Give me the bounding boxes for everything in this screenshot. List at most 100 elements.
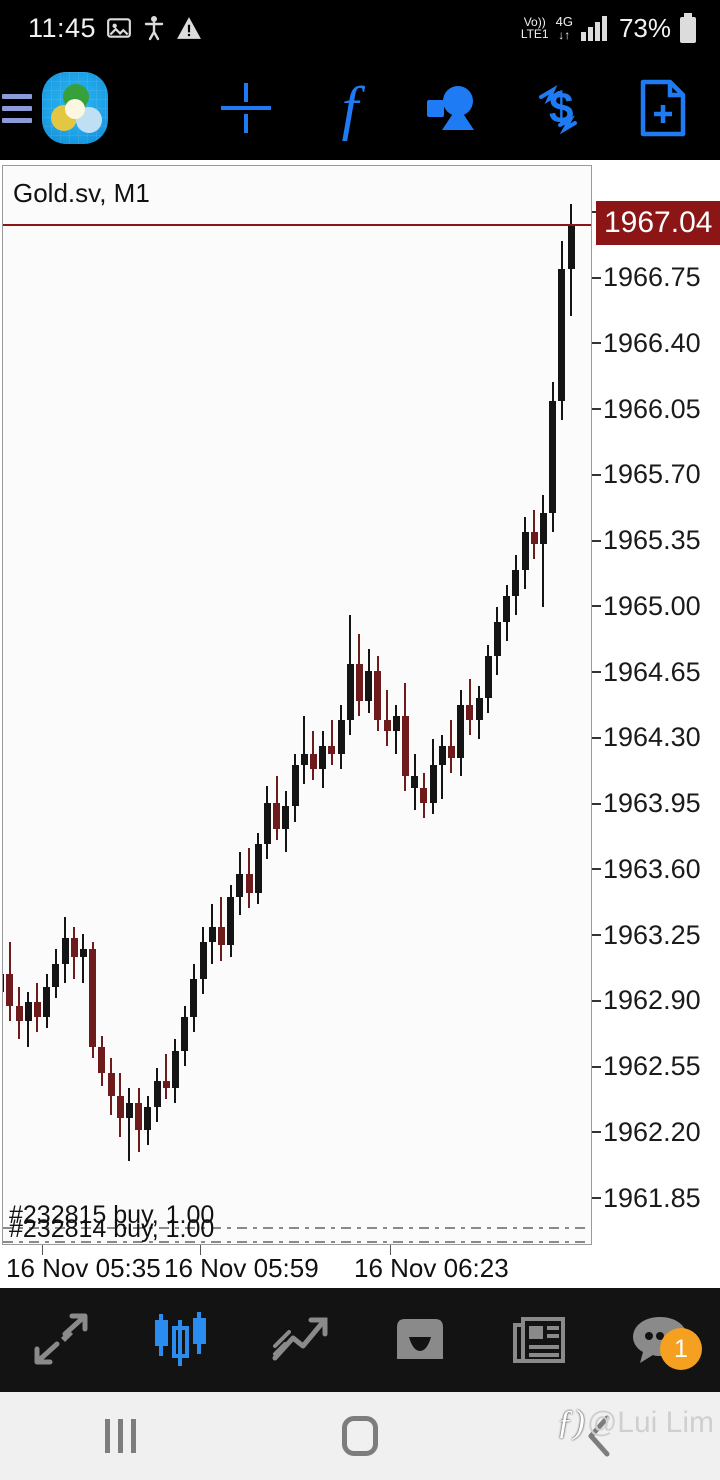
candlestick (153, 1067, 161, 1123)
candlestick (273, 776, 281, 841)
position-label: #232814 buy, 1.00 (9, 1215, 215, 1243)
candlestick (125, 1088, 133, 1162)
candlestick (227, 885, 235, 957)
nav-item-quotes[interactable] (0, 1288, 120, 1392)
battery-percent: 73% (618, 12, 671, 43)
price-axis[interactable]: 1967.101966.751966.401966.051965.701965.… (592, 165, 720, 1245)
price-tick-mark (592, 671, 601, 674)
candlestick (98, 1035, 106, 1087)
price-tick-mark (592, 934, 601, 937)
nav-item-trade[interactable] (240, 1288, 360, 1392)
candlestick (24, 992, 32, 1047)
candlestick (245, 847, 253, 908)
candlestick (355, 633, 363, 717)
candlestick (521, 517, 529, 589)
warning-icon (176, 16, 202, 40)
new-chart-icon[interactable] (610, 56, 716, 160)
candlestick (254, 832, 262, 905)
candlestick (457, 690, 465, 777)
back-button[interactable] (480, 1392, 720, 1480)
back-icon (588, 1415, 610, 1457)
price-tick-label: 1966.75 (603, 262, 701, 293)
menu-icon[interactable] (0, 93, 34, 123)
price-tick-label: 1965.70 (603, 459, 701, 490)
time-tick-label: 16 Nov 05:59 (164, 1253, 319, 1283)
status-bar-left: 11:45 (0, 13, 202, 44)
candlestick (263, 785, 271, 860)
toolbar-actions: f $ (194, 56, 716, 160)
candlestick (493, 607, 501, 675)
candlestick (549, 382, 557, 533)
price-tick-label: 1965.35 (603, 525, 701, 556)
candlestick (429, 738, 437, 814)
recents-button[interactable] (0, 1392, 240, 1480)
watermark-glyph: ƒ) (556, 1404, 585, 1441)
candlestick (199, 926, 207, 995)
price-tick-mark (592, 999, 601, 1002)
candlestick (291, 753, 299, 822)
price-tick-label: 1963.95 (603, 788, 701, 819)
candlestick (438, 735, 446, 799)
price-tick-label: 1964.30 (603, 722, 701, 753)
candlestick (208, 904, 216, 965)
home-icon (342, 1416, 378, 1456)
candlestick (383, 690, 391, 747)
price-tick-label: 1964.65 (603, 656, 701, 687)
candlestick (512, 554, 520, 615)
chart-plot-area[interactable]: Gold.sv, M1 #232815 buy, 1.00 #232814 buy… (2, 165, 592, 1245)
candlestick (70, 926, 78, 980)
price-tick-mark (592, 408, 601, 411)
accessibility-icon (142, 15, 166, 41)
objects-icon[interactable] (402, 56, 506, 160)
home-button[interactable] (240, 1392, 480, 1480)
bottom-navigation: 1 (0, 1288, 720, 1392)
battery-icon (678, 13, 698, 43)
candlestick (420, 772, 428, 818)
candlestick (300, 716, 308, 784)
candlestick (309, 731, 317, 781)
time-tick-label: 16 Nov 05:35 (6, 1253, 161, 1283)
candlestick (401, 682, 409, 792)
price-tick-mark (592, 473, 601, 476)
nav-item-charts[interactable] (120, 1288, 240, 1392)
price-tick-label: 1963.25 (603, 919, 701, 950)
recents-icon (104, 1419, 136, 1453)
current-price-badge: 1967.04 (596, 201, 720, 246)
crosshair-icon[interactable] (194, 56, 298, 160)
candlestick (567, 203, 575, 317)
chart-symbol-label: Gold.sv, M1 (13, 178, 150, 208)
candlestick (144, 1095, 152, 1145)
candlestick (475, 686, 483, 739)
candlestick (530, 509, 538, 559)
candlestick (162, 1054, 170, 1100)
price-tick-mark (592, 1197, 601, 1200)
trade-icon[interactable]: $ (506, 56, 610, 160)
candlestick (107, 1058, 115, 1115)
chart-container[interactable]: Gold.sv, M1 #232815 buy, 1.00 #232814 buy… (0, 160, 720, 1288)
price-tick-mark (592, 868, 601, 871)
status-bar: 11:45 Vo)) LTE1 4G ↓↑ 73% (0, 0, 720, 56)
candlestick (466, 678, 474, 736)
price-tick-mark (592, 342, 601, 345)
candlestick (52, 949, 60, 999)
app-logo-icon[interactable] (42, 72, 108, 144)
candlestick (319, 731, 327, 788)
price-tick-mark (592, 539, 601, 542)
candlestick (392, 705, 400, 754)
candlestick (328, 720, 336, 766)
candlestick (61, 917, 69, 984)
price-tick-mark (592, 802, 601, 805)
price-tick-mark (592, 1065, 601, 1068)
time-axis[interactable]: 16 Nov 05:35 16 Nov 05:59 16 Nov 06:23 (2, 1245, 720, 1288)
candlestick (33, 983, 41, 1032)
time-tick (200, 1245, 201, 1255)
position-line (3, 1227, 591, 1229)
network-type-icon: 4G ↓↑ (555, 13, 573, 42)
candlestick (171, 1039, 179, 1104)
indicators-icon[interactable]: f (298, 56, 402, 160)
candlestick (89, 941, 97, 1059)
nav-item-news[interactable] (480, 1288, 600, 1392)
nav-item-history[interactable] (360, 1288, 480, 1392)
nav-item-chat[interactable]: 1 (600, 1288, 720, 1392)
watermark-handle: @Lui Lim (586, 1406, 714, 1439)
